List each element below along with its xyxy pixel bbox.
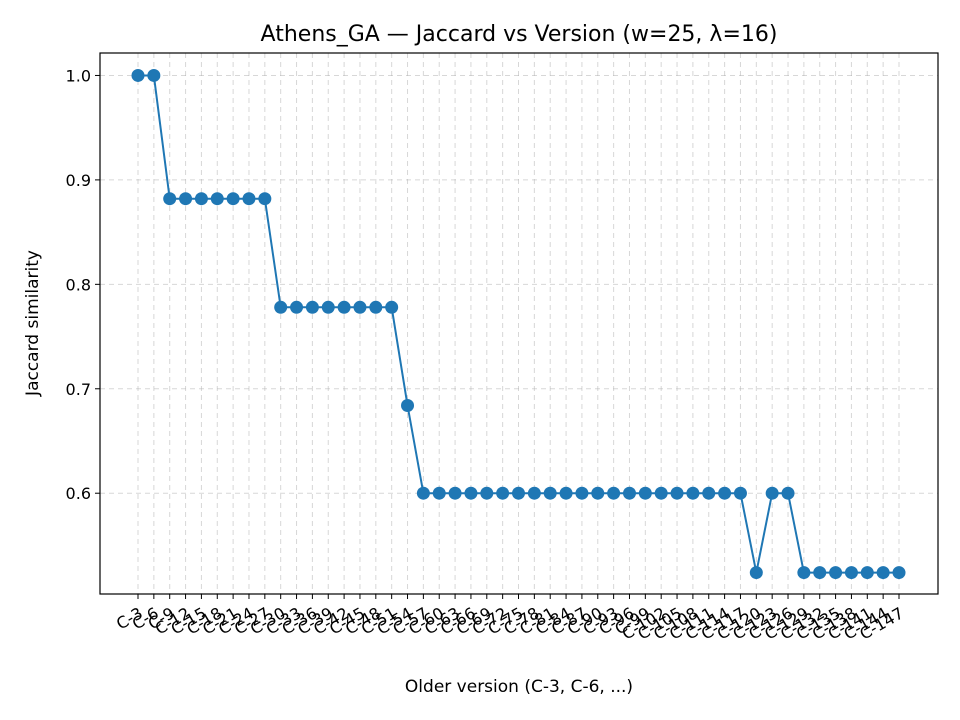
data-point	[290, 300, 304, 314]
data-point	[765, 486, 779, 500]
data-point	[305, 300, 319, 314]
data-point	[607, 486, 621, 500]
data-point	[575, 486, 589, 500]
data-point	[892, 566, 906, 580]
data-point	[226, 192, 240, 206]
data-point	[194, 192, 208, 206]
series-layer	[131, 68, 906, 580]
data-point	[496, 486, 510, 500]
data-point	[416, 486, 430, 500]
data-point	[512, 486, 525, 500]
data-point	[464, 486, 478, 500]
data-point	[321, 300, 335, 314]
x-axis: C-3C-6C-9C-12C-15C-18C-21C-24C-27C-30C-3…	[113, 594, 907, 644]
data-point	[179, 192, 193, 206]
data-point	[401, 398, 415, 412]
data-point	[527, 486, 541, 500]
data-point	[702, 486, 716, 500]
data-point	[353, 300, 367, 314]
data-point	[210, 192, 224, 206]
y-tick-label: 1.0	[66, 66, 91, 85]
data-point	[749, 566, 763, 580]
data-point	[258, 192, 272, 206]
data-point	[274, 300, 288, 314]
data-point	[242, 192, 256, 206]
chart-title: Athens_GA — Jaccard vs Version (w=25, λ=…	[261, 22, 778, 47]
data-point	[448, 486, 462, 500]
data-point	[385, 300, 399, 314]
data-point	[876, 566, 890, 580]
data-point	[131, 68, 145, 82]
grid	[100, 53, 938, 594]
y-axis: 0.6 0.7 0.8 0.9 1.0	[66, 66, 100, 503]
data-point	[686, 486, 700, 500]
data-point	[480, 486, 494, 500]
y-tick-label: 0.8	[66, 275, 91, 294]
y-tick-label: 0.9	[66, 171, 91, 190]
data-point	[654, 486, 668, 500]
y-axis-label: Jaccard similarity	[23, 250, 43, 397]
data-point	[622, 486, 636, 500]
data-point	[559, 486, 573, 500]
data-point	[829, 566, 843, 580]
data-point	[543, 486, 557, 500]
data-point	[432, 486, 446, 500]
x-axis-label: Older version (C-3, C-6, ...)	[405, 677, 633, 697]
data-point	[718, 486, 732, 500]
data-point	[860, 566, 874, 580]
data-point	[733, 486, 747, 500]
data-point	[147, 68, 161, 82]
data-point	[337, 300, 351, 314]
y-tick-label: 0.6	[66, 484, 91, 503]
data-point	[638, 486, 652, 500]
data-point	[813, 566, 827, 580]
data-point	[844, 566, 858, 580]
data-point	[591, 486, 605, 500]
y-tick-label: 0.7	[66, 380, 91, 399]
data-point	[670, 486, 684, 500]
data-point	[163, 192, 177, 206]
data-point	[369, 300, 383, 314]
data-point	[781, 486, 795, 500]
data-point	[797, 566, 811, 580]
